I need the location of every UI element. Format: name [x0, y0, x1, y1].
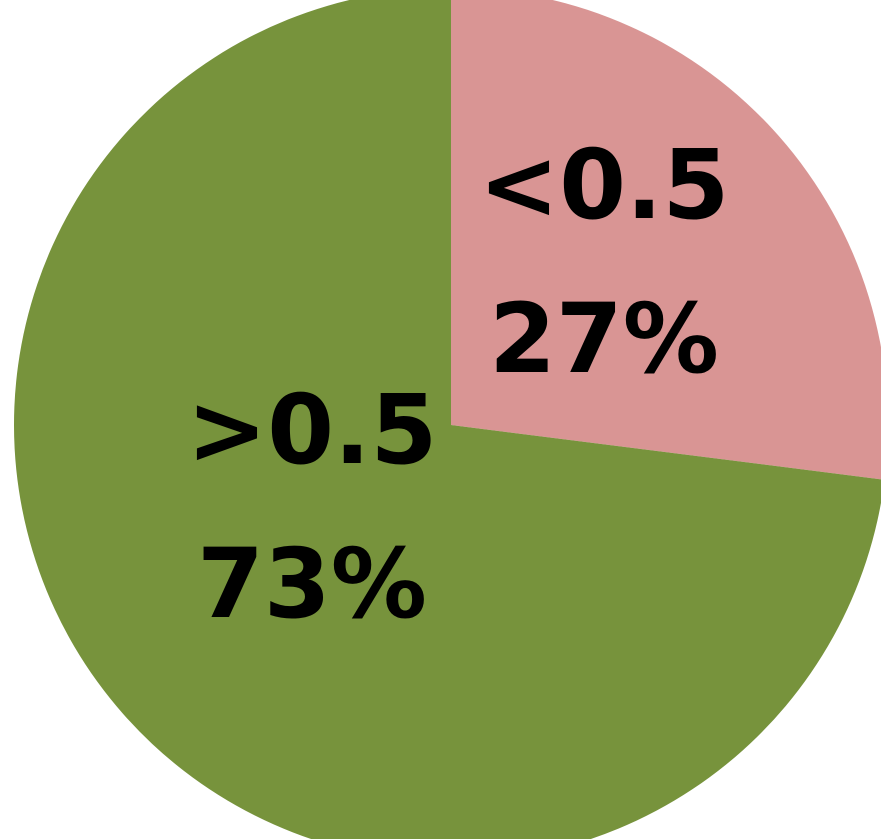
slice-percent-label: 73% [197, 528, 427, 640]
pie-slices [14, 0, 881, 839]
slice-category-label: <0.5 [479, 129, 730, 241]
slice-category-label: >0.5 [187, 374, 438, 486]
slice-percent-label: 27% [489, 283, 719, 395]
